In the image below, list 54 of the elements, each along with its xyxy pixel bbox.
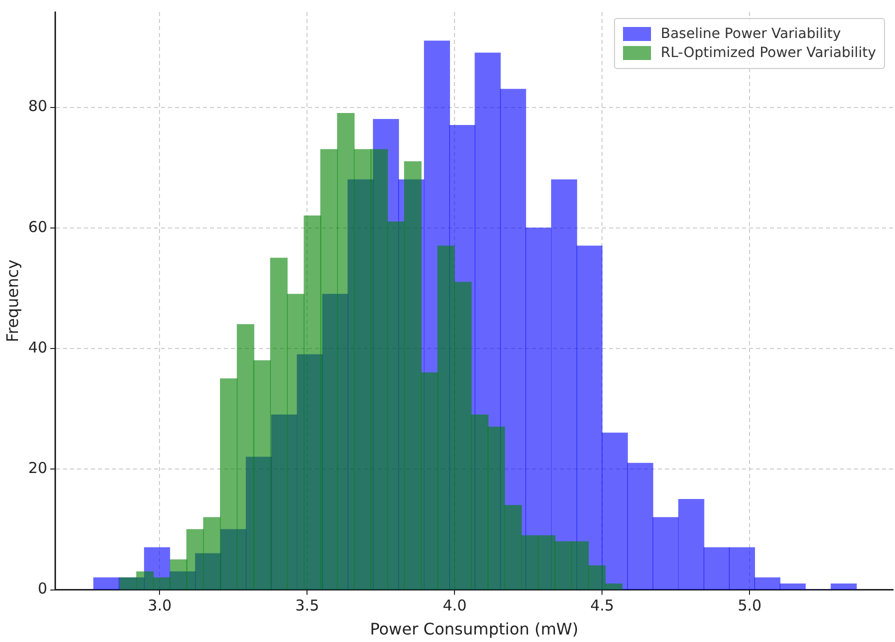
bar [337,112,355,590]
x-tick-label: 4.5 [590,596,614,615]
bar [488,426,506,590]
bar [220,378,238,590]
x-tick-label: 3.5 [295,596,320,615]
bar [780,583,806,590]
legend-label: RL-Optimized Power Variability [660,45,876,61]
bar [387,222,405,590]
bar [286,294,304,590]
bar [320,149,338,590]
y-tick-label: 20 [28,459,48,478]
bar [454,282,472,590]
bar [93,577,120,590]
y-tick-label: 80 [28,97,48,116]
x-axis-title: Power Consumption (mW) [370,620,578,639]
bar [354,149,372,590]
bar [437,246,455,590]
bar [604,583,622,590]
y-tick-label: 40 [28,338,48,356]
bar [203,517,221,590]
bar [704,547,730,590]
bar [270,258,288,590]
bar [170,559,188,590]
bar [253,360,271,590]
bar [236,324,254,590]
y-tick-label: 60 [28,218,48,236]
bar [602,432,628,590]
bar [728,547,755,590]
bar [588,565,606,590]
bar [678,499,704,590]
bar [521,535,539,590]
x-tick-label: 3.0 [148,596,172,615]
bar [627,462,654,590]
bar [754,577,780,590]
bar [404,161,422,590]
bar [304,216,322,590]
bar [830,583,857,590]
bar [554,541,572,590]
bar [504,505,522,590]
bar [119,577,137,590]
bar [420,372,438,590]
bar [153,577,171,590]
y-tick-label: 0 [38,580,48,598]
bar [186,529,204,590]
bar [370,149,388,590]
legend-label: Baseline Power Variability [660,26,841,42]
y-axis-title: Frequency [2,260,22,342]
bar [538,535,556,590]
x-tick-label: 5.0 [738,596,762,615]
bar [136,571,154,590]
bar [571,541,589,590]
x-tick-label: 4.0 [442,596,467,615]
bar [471,414,488,590]
bar [652,517,679,590]
